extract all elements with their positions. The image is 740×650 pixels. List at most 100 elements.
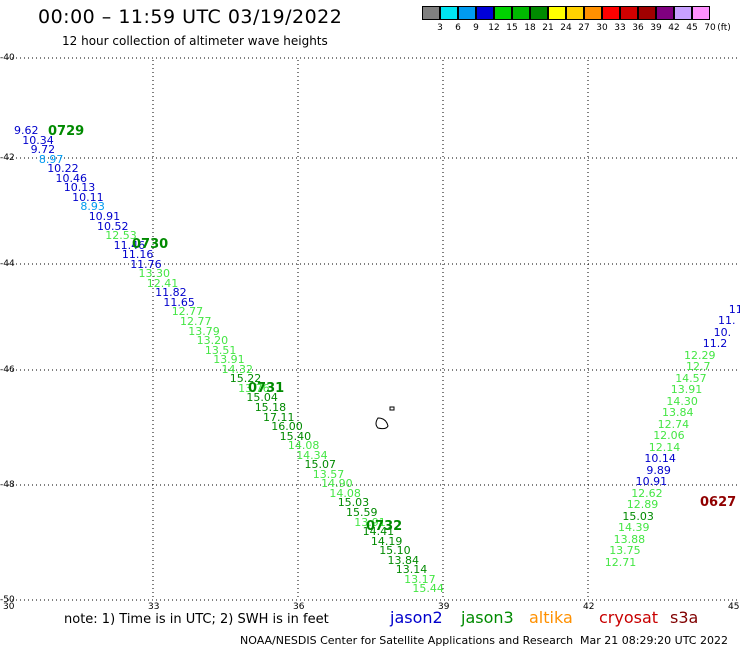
- legend-swatch: [566, 6, 584, 20]
- swh-value: 14.08: [287, 439, 320, 453]
- legend-label: 9: [473, 23, 479, 33]
- swh-value: 10.22: [47, 162, 79, 176]
- swh-value: 10.11: [72, 190, 104, 204]
- timestamp: Mar 21 08:29:20 UTC 2022: [580, 634, 728, 647]
- swh-value: 12.77: [180, 315, 212, 328]
- swh-value: 13.79: [188, 324, 220, 338]
- legend-swatch: [476, 6, 494, 20]
- swh-value: 11.16: [121, 248, 154, 262]
- legend-swatch: [602, 6, 620, 20]
- swh-value: 10.91: [635, 475, 668, 488]
- swh-value: 9.62: [14, 124, 39, 137]
- track-time-label: 0729: [48, 124, 85, 139]
- lon-tick-label: 39: [438, 602, 450, 612]
- swh-value: 14.34: [296, 448, 328, 462]
- swh-value: 15.03: [337, 496, 370, 510]
- satellite-name: jason2: [390, 608, 443, 627]
- track-time-label: 0627: [700, 495, 737, 510]
- legend-label: 6: [455, 23, 461, 33]
- swh-value: 11.2: [702, 337, 728, 350]
- chart-subtitle: 12 hour collection of altimeter wave hei…: [62, 34, 328, 48]
- swh-value: 11.82: [155, 286, 187, 300]
- track-time-label: 0731: [248, 381, 285, 396]
- legend-swatch: [512, 6, 530, 20]
- legend-swatch: [458, 6, 476, 20]
- legend-unit: (ft): [717, 23, 731, 33]
- swh-value: 11.65: [163, 295, 195, 309]
- island-shape: [375, 417, 389, 430]
- satellite-name: cryosat: [599, 608, 659, 627]
- lat-tick-label: -50: [0, 595, 15, 605]
- swh-value: 9.89: [646, 463, 671, 477]
- swh-value: 10.46: [55, 171, 88, 185]
- legend-label: 45: [686, 23, 698, 33]
- legend-swatch: [494, 6, 512, 20]
- swh-value: 14.90: [321, 477, 353, 491]
- swh-value: 8.93: [80, 200, 105, 214]
- swh-value: 15.07: [304, 458, 337, 472]
- swh-value: 10.14: [644, 452, 676, 465]
- swh-value: 14.08: [329, 486, 361, 500]
- lon-tick-label: 36: [293, 602, 305, 612]
- island-shape-small: [389, 406, 395, 411]
- swh-value: 13.14: [395, 563, 428, 577]
- legend-label: 18: [524, 23, 536, 33]
- swh-value: 10.91: [88, 209, 121, 223]
- swh-value: 13.51: [204, 343, 237, 357]
- swh-value: 15.03: [622, 509, 654, 523]
- legend-swatch: [548, 6, 566, 20]
- legend-label: 70: [704, 23, 716, 33]
- legend-label: 33: [614, 23, 626, 33]
- swh-value: 15.40: [279, 429, 312, 443]
- swh-value: 10.34: [22, 133, 54, 147]
- swh-value: 14.39: [618, 521, 650, 534]
- swh-value: 12.7: [686, 360, 711, 373]
- credit: NOAA/NESDIS Center for Satellite Applica…: [240, 634, 574, 647]
- swh-value: 13.20: [196, 334, 229, 348]
- swh-value: 14.57: [675, 371, 707, 385]
- legend-label: 15: [506, 23, 518, 33]
- lat-tick-label: -48: [0, 480, 15, 490]
- swh-value: 12.29: [684, 348, 716, 362]
- legend-label: 3: [437, 23, 443, 33]
- chart-title: 00:00 – 11:59 UTC 03/19/2022: [38, 6, 343, 28]
- swh-value: 9.72: [30, 143, 56, 157]
- legend-swatch: [620, 6, 638, 20]
- legend-label: 39: [650, 23, 662, 33]
- lat-tick-label: -42: [0, 153, 15, 163]
- swh-value: 12.77: [171, 305, 204, 319]
- legend-swatch: [692, 6, 710, 20]
- swh-value: 17.11: [263, 410, 295, 424]
- satellite-name: s3a: [670, 608, 699, 627]
- swh-value: 15.10: [379, 544, 411, 558]
- legend-label: 30: [596, 23, 608, 33]
- satellite-name: altika: [529, 608, 573, 627]
- swh-value: 12.06: [653, 429, 685, 442]
- legend-swatch: [584, 6, 602, 20]
- lon-tick-label: 30: [3, 602, 15, 612]
- swh-value: 12.89: [626, 498, 659, 511]
- legend-swatch: [638, 6, 656, 20]
- swh-value: 15.22: [229, 372, 262, 386]
- swh-value: 13.91: [670, 383, 703, 396]
- track-time-label: 0732: [366, 519, 403, 534]
- lat-lon-grid: [8, 57, 740, 601]
- lon-tick-label: 33: [148, 602, 160, 612]
- legend-label: 36: [632, 23, 644, 33]
- swh-value: 13.91: [354, 515, 386, 529]
- swh-value: 12.14: [648, 440, 681, 454]
- swh-value: 12.41: [146, 276, 179, 290]
- lat-tick-label: -44: [0, 259, 15, 269]
- swh-value: 15.44: [412, 582, 444, 596]
- swh-value: 12.62: [631, 486, 663, 500]
- swh-value: 13.84: [387, 553, 420, 567]
- swh-value: 13.84: [662, 406, 694, 419]
- satellite-name: jason3: [461, 608, 514, 627]
- swh-value: 14.41: [362, 525, 395, 539]
- track-time-label: 0730: [132, 237, 169, 252]
- legend-label: 42: [668, 23, 680, 33]
- swh-value: 13.17: [404, 572, 436, 586]
- swh-value: 12.53: [105, 229, 137, 243]
- swh-value: 14.19: [370, 534, 403, 548]
- swh-value: 10.: [713, 325, 732, 339]
